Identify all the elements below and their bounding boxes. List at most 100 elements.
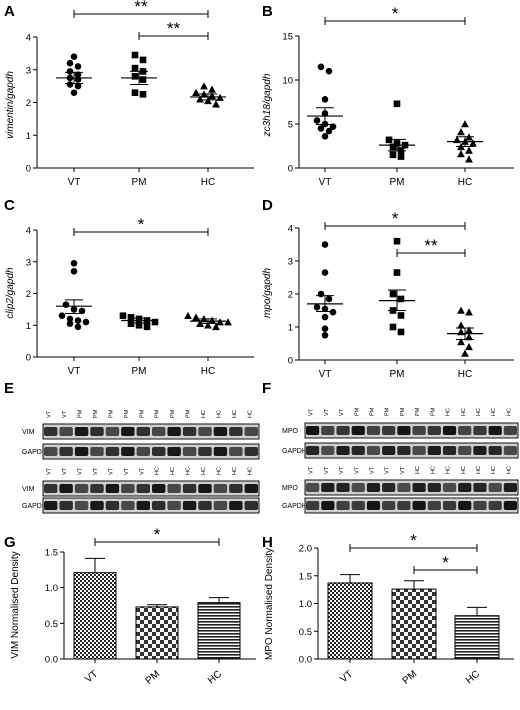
data-point-circle: [66, 68, 74, 75]
series-pm: [379, 100, 415, 160]
blot-band: [397, 483, 411, 492]
data-point-triangle: [465, 308, 473, 316]
series-vt: [56, 260, 92, 331]
y-tick-label: 1.5: [299, 571, 312, 582]
blot-band: [473, 483, 487, 492]
data-point-circle: [321, 325, 329, 332]
x-tick-label: VT: [68, 177, 81, 188]
data-point-circle: [70, 89, 78, 96]
y-tick-label: 0: [26, 353, 31, 364]
data-point-circle: [325, 127, 333, 135]
data-point-triangle: [196, 95, 204, 103]
blot-band: [152, 447, 166, 456]
blot-band: [59, 447, 73, 456]
blot-band: [59, 501, 73, 510]
lane-label: HC: [476, 466, 482, 474]
blot-band: [74, 501, 89, 510]
data-point-square: [397, 312, 405, 319]
lane-label: HC: [155, 467, 161, 475]
data-point-triangle: [465, 326, 473, 334]
lane-label: VT: [309, 408, 315, 416]
blot-band: [366, 426, 381, 435]
blot-band: [336, 501, 350, 510]
lane-label: HC: [430, 466, 436, 474]
lane-label: VT: [47, 410, 53, 418]
lane-label: VT: [339, 408, 345, 416]
blot-band: [321, 483, 335, 492]
blot-band: [488, 426, 502, 435]
x-tick-label: PM: [144, 669, 163, 687]
data-point-square: [389, 323, 397, 331]
lane-label: VT: [309, 466, 315, 474]
bar-pm: [391, 588, 437, 660]
data-point-circle: [321, 133, 329, 140]
blot-band: [182, 501, 197, 510]
lane-label: PM: [155, 409, 161, 418]
blot-band: [44, 447, 58, 456]
scatter-panel-c: 0 1 2 3 4 clip2/gapdh VT PM HC *: [5, 215, 254, 377]
lane-label: HC: [491, 466, 497, 474]
blot-band: [167, 501, 181, 510]
blot-band: [105, 447, 120, 456]
lane-label: HC: [446, 466, 452, 474]
y-tick-label: 15: [282, 32, 293, 43]
lane-label: HC: [170, 467, 176, 475]
data-point-circle: [78, 307, 86, 315]
data-point-square: [393, 237, 401, 245]
blot-band: [412, 483, 426, 492]
data-point-square: [127, 320, 135, 327]
blot-band: [74, 427, 89, 436]
blot-band: [198, 484, 212, 493]
data-point-triangle: [457, 150, 465, 158]
band-label: GAPDH: [282, 448, 307, 455]
panel-label-a: A: [4, 3, 15, 20]
blot-band: [488, 483, 502, 492]
data-point-triangle: [212, 322, 220, 331]
blot-band: [136, 447, 150, 456]
blot-band: [306, 426, 320, 435]
data-point-triangle: [200, 82, 208, 90]
significance-bracket: *: [324, 209, 466, 230]
data-point-triangle: [457, 306, 465, 314]
blot-band: [136, 427, 150, 436]
data-point-square: [131, 73, 139, 80]
blot-band: [351, 426, 365, 435]
blot-band: [382, 426, 396, 435]
lane-label: VT: [339, 466, 345, 474]
data-point-triangle: [457, 337, 465, 346]
x-tick-label: HC: [201, 177, 215, 188]
data-point-triangle: [457, 321, 465, 329]
lane-label: PM: [93, 409, 99, 418]
lane-label: PM: [400, 407, 406, 416]
blot-band: [397, 501, 411, 510]
lane-label: PM: [369, 407, 375, 416]
band-label: GAPDH: [282, 503, 307, 510]
lane-label: VT: [324, 466, 330, 474]
y-axis-label: zc3h18/gapdh: [262, 73, 273, 137]
panel-label-b: B: [262, 3, 273, 20]
bar-vt: [73, 572, 117, 660]
blot-band: [121, 427, 135, 436]
blot-band: [167, 447, 181, 456]
lane-label: HC: [186, 467, 192, 475]
lane-label: HC: [201, 467, 207, 475]
significance-bracket: *: [413, 553, 478, 574]
data-point-triangle: [457, 128, 465, 136]
y-tick-label: 2: [26, 289, 31, 300]
blot-band: [121, 501, 135, 510]
blot-band: [397, 446, 411, 455]
y-tick-label: 1.5: [45, 548, 58, 559]
y-axis-label: VIM Normalised Density: [10, 551, 21, 658]
blot-band: [366, 446, 381, 455]
blot-band: [488, 446, 502, 455]
significance-label: *: [392, 4, 399, 23]
y-tick-label: 1.0: [45, 583, 58, 594]
y-tick-label: 0: [288, 356, 293, 367]
data-point-circle: [321, 313, 329, 321]
bar-vt: [327, 582, 373, 660]
blot-panel-e: VT VT PM PM PM PM PM PM PM PM HC HC HC HC VIM GAPDH VT VT…: [22, 409, 260, 514]
data-point-triangle: [469, 139, 477, 147]
blot-band: [121, 447, 135, 456]
blot-band: [90, 447, 104, 456]
blot-band: [366, 501, 381, 510]
